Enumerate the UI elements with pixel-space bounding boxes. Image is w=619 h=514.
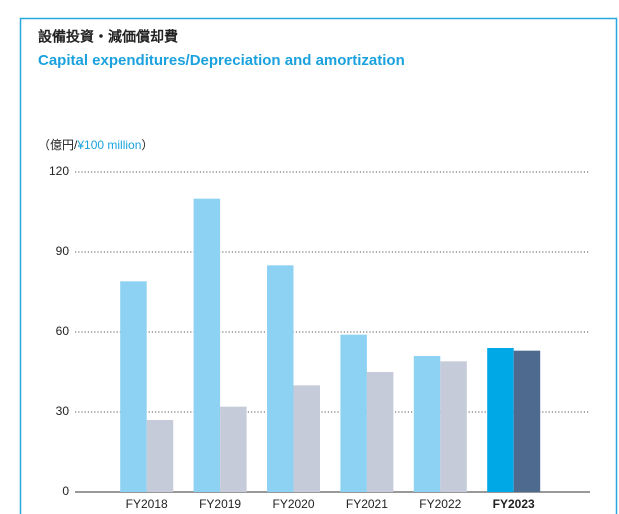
bar (146, 420, 174, 492)
bar (440, 361, 467, 492)
y-tick-label: 120 (49, 164, 69, 178)
chart-subtitle: Capital expenditures/Depreciation and am… (38, 52, 405, 69)
x-tick-label: FY2021 (346, 497, 388, 511)
y-tick-label: 0 (62, 484, 69, 498)
x-tick-label: FY2022 (419, 497, 461, 511)
y-axis-label: （億円/¥100 million） (38, 138, 153, 152)
y-tick-label: 60 (56, 324, 70, 338)
bar (267, 265, 294, 492)
bar (193, 198, 221, 492)
y-tick-label: 90 (56, 244, 70, 258)
chart-title: 設備投資・減価償却費 (38, 29, 178, 45)
bar (487, 348, 514, 492)
x-tick-label: FY2019 (199, 497, 241, 511)
bar (513, 350, 541, 492)
frame (19, 17, 618, 514)
y-label-part: （億円/ (38, 138, 78, 152)
x-tick-label: FY2018 (126, 497, 168, 511)
bar (366, 372, 394, 492)
x-tick-label: FY2023 (493, 497, 535, 511)
bar (220, 406, 247, 492)
bar (413, 356, 441, 492)
bar (293, 385, 320, 492)
bar (340, 334, 367, 492)
x-tick-label: FY2020 (272, 497, 314, 511)
y-label-part: ） (141, 138, 153, 152)
y-label-part: ¥100 million (76, 138, 141, 152)
bar (120, 281, 147, 492)
y-tick-label: 30 (56, 404, 70, 418)
